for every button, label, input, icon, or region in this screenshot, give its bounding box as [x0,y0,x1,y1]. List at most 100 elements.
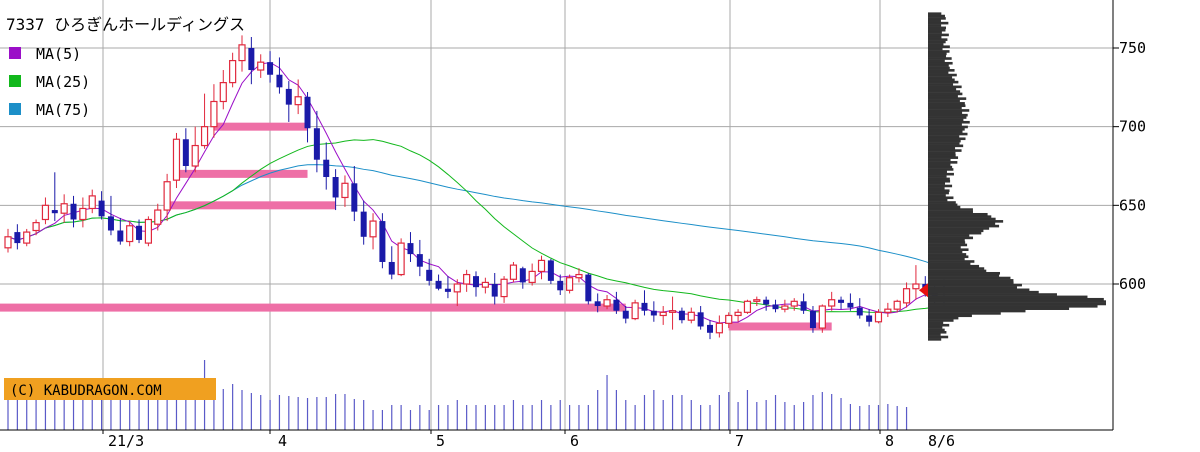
profile-bar [928,323,950,327]
candle-body-up [191,144,199,167]
profile-bar [928,14,945,18]
copyright-background [4,378,216,400]
x-labels: 21/3 4 5 6 7 8 8/6 [102,430,955,450]
profile-bar [928,144,964,148]
profile-bar [928,24,942,27]
candle-body-up [294,96,302,106]
profile-bar [928,194,946,197]
profile-bar [928,54,947,58]
profile-bar [928,269,987,273]
candle-body-up [743,300,752,313]
profile-bar [928,161,958,164]
y-ticks: 750 700 650 600 [1113,39,1146,293]
candle-body-up [912,283,920,290]
candle-body-up [790,300,798,307]
profile-bar [928,267,985,270]
profile-bar [928,137,966,141]
candle-body-down [547,260,554,281]
profile-bar [928,80,959,84]
profile-bar [928,66,950,70]
profile-bar [928,262,971,266]
candle-body-up [500,278,508,298]
profile-bar [928,326,943,329]
candle-body-down [519,268,526,283]
candle-body-up [397,242,405,276]
candle-body-down [267,62,274,75]
candle-body-up [828,299,836,307]
candle-body-down [800,301,807,311]
candle-body-up [818,305,826,329]
candle-body-down [360,211,367,237]
profile-bar [928,295,1088,299]
profile-bar [928,290,1039,294]
candle-body-up [210,100,218,128]
candle-body-up [41,204,50,221]
candle-body-down [117,230,124,242]
profile-bar [928,215,992,218]
candle-body-down [51,210,58,214]
resistance-band [728,322,832,331]
profile-bar [928,125,968,129]
profile-bar [928,196,954,200]
profile-bar [928,205,961,209]
legend-swatch-ma25 [9,75,21,87]
profile-bar [928,212,988,216]
candle-body-up [463,273,471,285]
candle-body-up [902,288,911,304]
profile-bar [928,106,962,110]
profile-bar [928,234,970,237]
profile-bar [928,257,965,261]
profile-bar [928,104,966,108]
candle-body-down [304,96,311,129]
profile-bar [928,297,1104,301]
resistance-band [0,303,626,312]
profile-bar [928,139,961,143]
profile-bar [928,316,959,320]
profile-bar [928,156,959,159]
profile-bar [928,135,960,138]
profile-bar [928,330,947,334]
candle-body-up [32,222,40,232]
profile-bar [928,153,956,157]
candle-body-down [866,315,873,322]
candle-body-up [893,300,901,310]
profile-bar [928,175,947,178]
current-price-marker [919,283,928,298]
profile-bar [928,40,946,44]
candle-body-up [79,207,87,221]
profile-bar [928,288,1030,292]
candle-body-up [715,322,723,334]
profile-bar [928,97,967,100]
profile-bar [928,118,964,122]
profile-bar [928,293,1057,296]
y-tick-label: 600 [1119,275,1146,293]
candle-body-up [565,277,574,291]
profile-bar [928,146,956,150]
x-tick-label: 6 [570,432,579,450]
candle-body-up [144,218,152,244]
y-tick-label: 650 [1119,196,1146,214]
candle-body-down [136,225,143,240]
candle-body-up [126,225,134,243]
profile-bar [928,94,958,98]
candle-body-down [678,310,685,321]
profile-bar [928,12,942,15]
candle-body-down [285,88,292,105]
profile-bar [928,116,967,119]
candle-body-down [407,243,414,255]
resistance-band [167,201,336,210]
profile-bar [928,168,954,171]
candle-body-up [884,308,892,313]
candle-body-down [426,269,433,281]
candle-body-down [332,177,339,198]
legend-label-ma5: MA(5) [36,45,81,63]
profile-bar [928,76,953,79]
profile-bar [928,19,941,23]
candle-body-up [257,61,265,71]
x-tick-label: 7 [735,432,744,450]
profile-bar [928,172,954,176]
candle-body-up [23,231,31,244]
candle-body-up [781,305,789,310]
candle-body-up [687,311,695,321]
